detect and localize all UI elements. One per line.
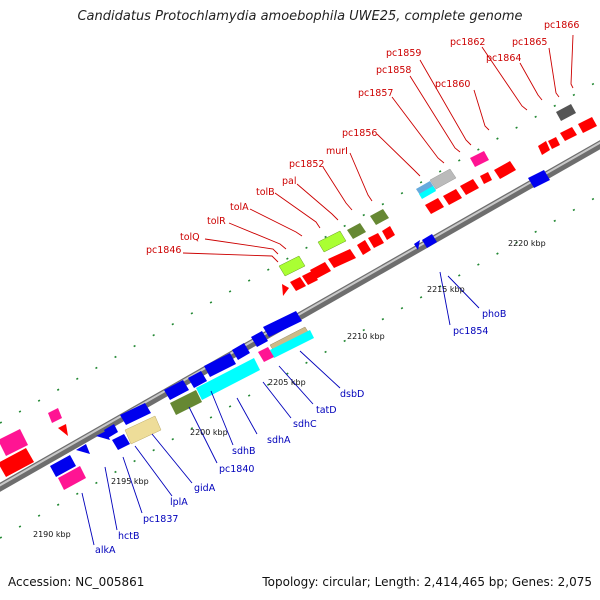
gene-pal <box>357 240 371 255</box>
gene-red-far-left <box>0 448 34 477</box>
gene-darkgray <box>556 104 576 121</box>
kbp-label-2200: 2200 kbp <box>190 428 228 437</box>
gene-pc1859 <box>480 172 492 184</box>
gene-label-pc1846: pc1846 <box>146 245 181 256</box>
gene-cyan-small <box>419 186 436 199</box>
gene-label-alkA: alkA <box>95 545 116 556</box>
gene-pc1852 <box>368 233 384 248</box>
gene-label-pc1854: pc1854 <box>453 326 488 337</box>
gene-pc1864 <box>548 137 560 149</box>
gene-pc1846 <box>282 284 289 296</box>
gene-tan-lplA <box>124 415 162 445</box>
gene-label-pc1864: pc1864 <box>486 53 521 64</box>
gene-blue-alkA-a <box>76 444 90 454</box>
gene-pc1860 <box>494 161 516 179</box>
gene-pc1858 <box>460 179 479 195</box>
gene-label-pc1852: pc1852 <box>289 159 324 170</box>
gene-label-tolQ: tolQ <box>180 232 200 243</box>
gene-pc1866 <box>578 117 597 133</box>
gene-blue-pc1837a <box>120 403 151 425</box>
gene-red-left-small <box>58 424 68 436</box>
gene-blue-pc1837b <box>112 434 130 450</box>
gene-blue-sdhC <box>232 343 250 360</box>
gene-label-pc1859: pc1859 <box>386 48 421 59</box>
lower-gene-labels: alkA hctB pc1837 lplA gidA pc1840 sdhB s… <box>95 309 506 556</box>
gene-label-pc1837: pc1837 <box>143 514 178 525</box>
gene-pc1856 <box>425 198 444 214</box>
gene-lime-2 <box>317 230 347 253</box>
gene-olive-gidA <box>170 390 202 415</box>
gene-silver <box>429 168 457 190</box>
gene-olive-1 <box>347 223 366 239</box>
gene-blue-dsbD <box>263 311 302 337</box>
accession-text: Accession: NC_005861 <box>8 575 145 589</box>
kbp-labels: 2190 kbp 2195 kbp 2200 kbp 2205 kbp 2210… <box>33 239 546 539</box>
gene-label-sdhB: sdhB <box>232 446 256 457</box>
gene-blue-small-b <box>422 234 437 248</box>
gene-label-pc1840: pc1840 <box>219 464 254 475</box>
tick-row-upper <box>0 79 600 424</box>
gene-label-pc1866: pc1866 <box>544 20 579 31</box>
gene-label-sdhC: sdhC <box>293 419 317 430</box>
genome-summary-text: Topology: circular; Length: 2,414,465 bp… <box>262 575 592 589</box>
gene-label-dsbD: dsbD <box>340 389 364 400</box>
gene-cyan-sdhC <box>270 330 314 358</box>
gene-label-phoB: phoB <box>482 309 506 320</box>
gene-magenta-alkA <box>58 466 86 490</box>
gene-magenta-left-small <box>48 408 62 423</box>
gene-label-pc1858: pc1858 <box>376 65 411 76</box>
gene-magenta-sdhC <box>258 347 274 362</box>
gene-lime-1 <box>278 255 306 277</box>
kbp-label-2205: 2205 kbp <box>268 378 306 387</box>
gene-blue-sdhB <box>204 353 236 377</box>
kbp-label-2210: 2210 kbp <box>347 332 385 341</box>
gene-label-tolR: tolR <box>207 216 226 227</box>
gene-label-lplA: lplA <box>170 497 188 508</box>
gene-olive-2 <box>370 209 389 225</box>
gene-blue-alkA-b <box>50 455 76 477</box>
lower-leaders <box>81 271 480 546</box>
gene-blue-hctB-b <box>104 424 118 438</box>
gene-magenta-far-left <box>0 429 28 456</box>
gene-blue-pc1840 <box>188 371 207 388</box>
gene-tolB <box>328 249 356 268</box>
gene-label-tatD: tatD <box>316 405 337 416</box>
gene-label-pal: pal <box>282 176 297 187</box>
lower-genes <box>0 170 550 490</box>
gene-label-hctB: hctB <box>118 531 140 542</box>
gene-cyan-sdhA <box>196 358 260 400</box>
gene-blue-small-a <box>414 240 420 250</box>
upper-genes <box>278 104 597 296</box>
map-title: Candidatus Protochlamydia amoebophila UW… <box>77 9 523 24</box>
gene-label-pc1860: pc1860 <box>435 79 470 90</box>
gene-label-sdhA: sdhA <box>267 435 291 446</box>
gene-label-murI: murI <box>326 146 348 157</box>
backbone <box>0 140 600 492</box>
kbp-label-2195: 2195 kbp <box>111 477 149 486</box>
gene-pc1865 <box>560 127 577 141</box>
gene-pc1857 <box>443 189 462 205</box>
gene-blue-gidA <box>164 380 189 400</box>
gene-label-tolB: tolB <box>256 187 275 198</box>
gene-label-pc1857: pc1857 <box>358 88 393 99</box>
tick-rows <box>0 79 600 539</box>
gene-blue-far-right <box>528 170 550 188</box>
gene-murI <box>382 226 395 240</box>
gene-label-gidA: gidA <box>194 483 216 494</box>
gene-pc1862 <box>538 141 550 155</box>
upper-leaders <box>182 34 574 263</box>
gene-tolA <box>310 262 331 279</box>
gene-label-pc1856: pc1856 <box>342 128 377 139</box>
gene-tolQ <box>290 277 306 291</box>
gene-label-tolA: tolA <box>230 202 249 213</box>
gene-label-pc1862: pc1862 <box>450 37 485 48</box>
upper-gene-labels: pc1846 tolQ tolR tolA tolB pal pc1852 mu… <box>146 20 579 256</box>
kbp-label-2220: 2220 kbp <box>508 239 546 248</box>
gene-magenta-up <box>470 151 489 167</box>
gene-blue-tatD <box>251 331 268 347</box>
kbp-label-2215: 2215 kbp <box>427 285 465 294</box>
kbp-label-2190: 2190 kbp <box>33 530 71 539</box>
gene-label-pc1865: pc1865 <box>512 37 547 48</box>
